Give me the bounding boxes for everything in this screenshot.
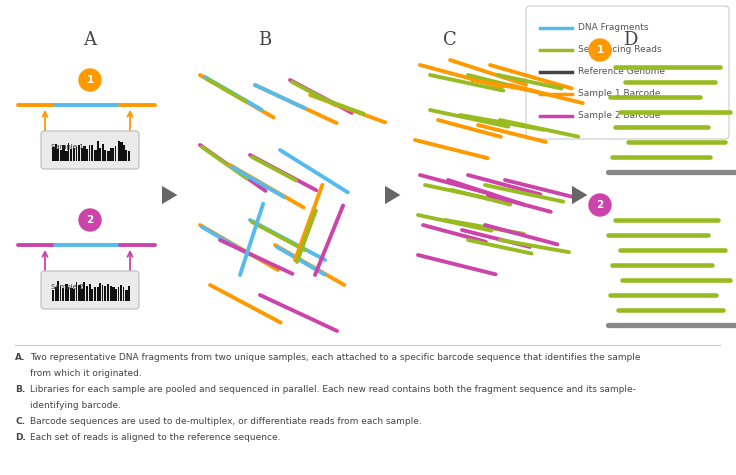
FancyBboxPatch shape [41, 271, 139, 309]
Bar [123, 145, 125, 161]
Bar [105, 150, 107, 161]
Bar [107, 285, 109, 301]
Bar [54, 143, 57, 161]
Bar [110, 286, 112, 301]
Circle shape [79, 209, 101, 231]
Text: A: A [83, 31, 96, 49]
Polygon shape [385, 186, 400, 204]
Bar [107, 151, 110, 161]
Bar [128, 151, 130, 161]
Bar [76, 282, 77, 301]
Bar [83, 282, 85, 301]
Polygon shape [162, 186, 177, 204]
Text: 2: 2 [86, 215, 93, 225]
Bar [63, 288, 65, 301]
Bar [91, 145, 93, 161]
Bar [102, 144, 104, 161]
Text: A.: A. [15, 353, 26, 362]
Text: B: B [258, 31, 272, 49]
Text: Sample 1 Barcode: Sample 1 Barcode [578, 89, 660, 98]
Bar [120, 142, 123, 161]
Bar [57, 281, 60, 301]
Text: Sample 2 Barcode: Sample 2 Barcode [578, 112, 660, 121]
Text: 1: 1 [86, 75, 93, 85]
Bar [54, 286, 57, 301]
Text: 2: 2 [596, 200, 604, 210]
Text: D.: D. [15, 433, 26, 442]
Polygon shape [572, 186, 587, 204]
Text: Two representative DNA fragments from two unique samples, each attached to a spe: Two representative DNA fragments from tw… [30, 353, 640, 362]
Bar [113, 287, 115, 301]
Bar [60, 286, 61, 301]
Bar [102, 285, 104, 301]
Bar [96, 142, 99, 161]
Text: Sequencing Reads: Sequencing Reads [578, 46, 662, 55]
Text: D: D [623, 31, 637, 49]
Bar [78, 285, 81, 301]
Bar [78, 145, 79, 161]
Bar [125, 150, 127, 161]
FancyBboxPatch shape [526, 6, 729, 139]
Text: Barcode sequences are used to de-multiplex, or differentiate reads from each sam: Barcode sequences are used to de-multipl… [30, 417, 422, 426]
Bar [94, 151, 96, 161]
Text: Sample 1: Sample 1 [51, 144, 84, 150]
Bar [113, 148, 114, 161]
Bar [52, 290, 54, 301]
Bar [73, 148, 75, 161]
Bar [76, 147, 77, 161]
Bar [81, 289, 83, 301]
Bar [86, 286, 88, 301]
Bar [65, 151, 68, 161]
Bar [68, 142, 69, 161]
Text: from which it originated.: from which it originated. [30, 369, 142, 378]
Bar [120, 285, 122, 301]
Bar [52, 147, 54, 161]
Bar [91, 289, 93, 301]
Bar [65, 284, 68, 301]
Text: C: C [443, 31, 457, 49]
Bar [125, 290, 128, 301]
Bar [105, 286, 106, 301]
Bar [94, 287, 96, 301]
Text: Libraries for each sample are pooled and sequenced in parallel. Each new read co: Libraries for each sample are pooled and… [30, 385, 636, 394]
Text: C.: C. [15, 417, 25, 426]
Bar [128, 286, 130, 301]
Text: Reference Genome: Reference Genome [578, 67, 665, 76]
Bar [118, 141, 120, 161]
Bar [57, 150, 59, 161]
FancyBboxPatch shape [41, 131, 139, 169]
Text: Each set of reads is aligned to the reference sequence.: Each set of reads is aligned to the refe… [30, 433, 280, 442]
Bar [60, 151, 63, 161]
Bar [115, 145, 116, 161]
Bar [86, 149, 88, 161]
Text: Sample 2: Sample 2 [51, 284, 84, 290]
Bar [89, 145, 90, 161]
Text: 1: 1 [596, 45, 604, 55]
Circle shape [589, 194, 611, 216]
Bar [68, 287, 69, 301]
Text: DNA Fragments: DNA Fragments [578, 23, 648, 32]
Bar [99, 283, 101, 301]
Text: B.: B. [15, 385, 25, 394]
Bar [71, 149, 72, 161]
Bar [63, 145, 65, 161]
Bar [118, 287, 119, 301]
Bar [81, 148, 82, 161]
Text: identifying barcode.: identifying barcode. [30, 401, 121, 410]
Bar [89, 285, 91, 301]
Bar [83, 146, 86, 161]
Bar [96, 287, 99, 301]
Circle shape [589, 39, 611, 61]
Circle shape [79, 69, 101, 91]
Bar [110, 148, 112, 161]
Bar [115, 289, 117, 301]
Bar [71, 288, 73, 301]
Bar [73, 289, 75, 301]
Bar [123, 287, 124, 301]
Bar [99, 148, 101, 161]
